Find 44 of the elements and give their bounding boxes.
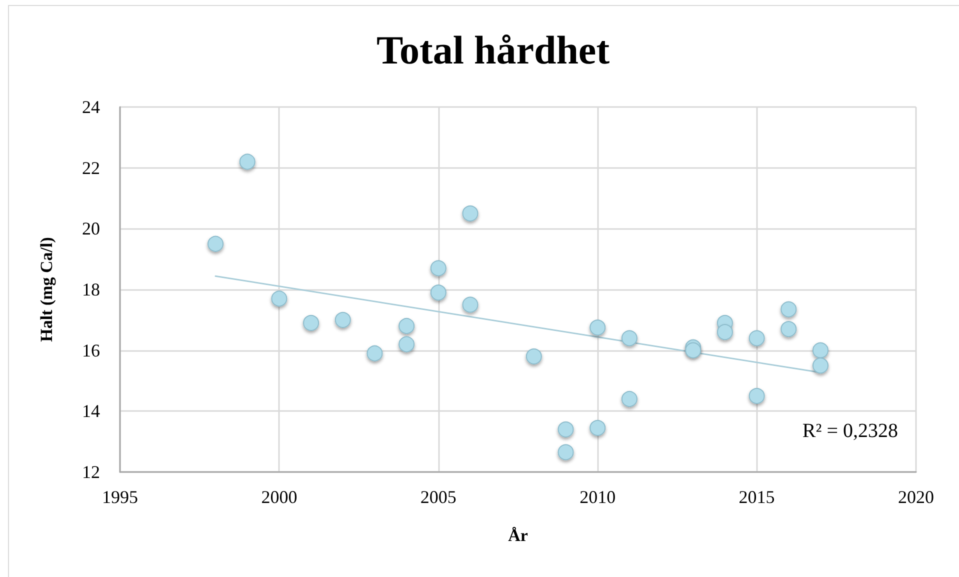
point bbox=[590, 320, 606, 336]
annotation: R² = 0,2328 bbox=[802, 420, 898, 442]
point bbox=[621, 330, 638, 346]
point bbox=[621, 391, 638, 407]
x-tick-label: 2015 bbox=[738, 487, 775, 507]
y-tick-label: 24 bbox=[82, 97, 100, 117]
point bbox=[558, 444, 574, 460]
y-axis-title: Halt (mg Ca/l) bbox=[37, 237, 56, 342]
x-tick-label: 2020 bbox=[898, 487, 934, 507]
point bbox=[366, 345, 383, 362]
y-tick-label: 20 bbox=[82, 218, 100, 239]
point bbox=[748, 330, 765, 346]
point bbox=[780, 301, 797, 318]
point bbox=[748, 388, 765, 404]
point bbox=[462, 205, 478, 222]
y-tick-label: 12 bbox=[82, 462, 100, 482]
x-tick-label: 2005 bbox=[420, 487, 456, 507]
x-tick-label: 2010 bbox=[580, 487, 616, 507]
point bbox=[334, 312, 351, 328]
point bbox=[780, 321, 797, 338]
point bbox=[398, 336, 415, 352]
point bbox=[430, 260, 446, 276]
point bbox=[303, 314, 320, 331]
y-tick-label: 18 bbox=[82, 280, 100, 300]
x-axis-title: År bbox=[508, 526, 528, 545]
x-tick-label: 1995 bbox=[102, 487, 138, 507]
point bbox=[812, 358, 828, 374]
point bbox=[558, 421, 574, 438]
point bbox=[590, 420, 606, 436]
point bbox=[462, 296, 478, 313]
point bbox=[239, 154, 256, 170]
y-tick-label: 22 bbox=[82, 158, 100, 178]
point bbox=[812, 342, 828, 358]
y-tick-label: 14 bbox=[82, 401, 100, 422]
point bbox=[398, 318, 415, 334]
point bbox=[526, 348, 542, 364]
point bbox=[430, 284, 446, 301]
x-tick-label: 2000 bbox=[261, 487, 298, 507]
point bbox=[716, 324, 733, 340]
point bbox=[208, 236, 224, 252]
point bbox=[685, 342, 702, 358]
chart-title: Total hårdhet bbox=[376, 28, 610, 72]
point bbox=[271, 290, 288, 307]
y-tick-label: 16 bbox=[82, 340, 100, 360]
